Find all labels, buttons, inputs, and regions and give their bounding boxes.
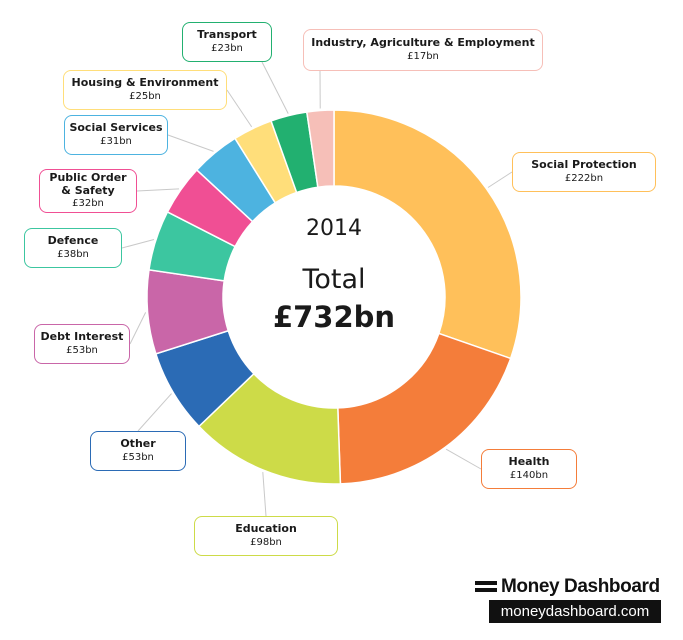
segment-label-name: Housing & Environment [71, 76, 219, 90]
center-total-label: Total [302, 264, 366, 295]
center-total-value: £732bn [272, 300, 396, 334]
segment-label-name: Other [120, 437, 156, 451]
segment-label-value: £23bn [211, 43, 243, 55]
segment-label: Housing & Environment £25bn [63, 70, 227, 110]
two-bar-icon [475, 580, 497, 594]
leader-line [445, 448, 482, 470]
segment-label: Transport £23bn [182, 22, 272, 62]
donut-slice [305, 109, 335, 189]
segment-label-value: £17bn [407, 51, 439, 63]
segment-label: Health £140bn [481, 449, 577, 489]
segment-label: Public Order & Safety £32bn [39, 169, 137, 213]
segment-label-name: Public Order & Safety [49, 171, 127, 197]
segment-label-name: Health [508, 455, 550, 469]
leader-line [487, 171, 513, 188]
segment-label-value: £53bn [122, 452, 154, 464]
segment-label: Education £98bn [194, 516, 338, 556]
brand-url: moneydashboard.com [489, 600, 661, 623]
leader-line [136, 188, 180, 192]
segment-label: Other £53bn [90, 431, 186, 471]
donut-slice [333, 109, 522, 360]
leader-line [261, 61, 289, 114]
segment-label: Social Services £31bn [64, 115, 168, 155]
brand-logo: Money Dashboard [475, 576, 660, 598]
brand-name: Money Dashboard [501, 576, 660, 597]
segment-label-name: Social Services [69, 121, 163, 135]
leader-line [137, 393, 172, 432]
segment-label-name: Transport [197, 28, 257, 42]
segment-label-value: £38bn [57, 249, 89, 261]
segment-label-name: Debt Interest [40, 330, 124, 344]
segment-label-value: £53bn [66, 345, 98, 357]
segment-label-name: Social Protection [531, 158, 637, 172]
segment-label: Defence £38bn [24, 228, 122, 268]
segment-label-value: £222bn [564, 173, 604, 185]
leader-line [226, 89, 253, 128]
leader-line [129, 312, 147, 345]
leader-line [121, 239, 155, 249]
segment-label-name: Industry, Agriculture & Employment [311, 36, 535, 50]
leader-line [167, 134, 214, 152]
segment-label: Social Protection £222bn [512, 152, 656, 192]
segment-label-value: £31bn [100, 136, 132, 148]
leader-line [262, 472, 267, 517]
segment-label-value: £25bn [129, 91, 161, 103]
segment-label: Industry, Agriculture & Employment £17bn [303, 29, 543, 71]
center-year: 2014 [306, 216, 362, 241]
segment-label-value: £140bn [509, 470, 549, 482]
segment-label: Debt Interest £53bn [34, 324, 130, 364]
segment-label-name: Education [235, 522, 297, 536]
segment-label-name: Defence [47, 234, 99, 248]
segment-label-value: £98bn [250, 537, 282, 549]
segment-label-value: £32bn [72, 198, 104, 210]
